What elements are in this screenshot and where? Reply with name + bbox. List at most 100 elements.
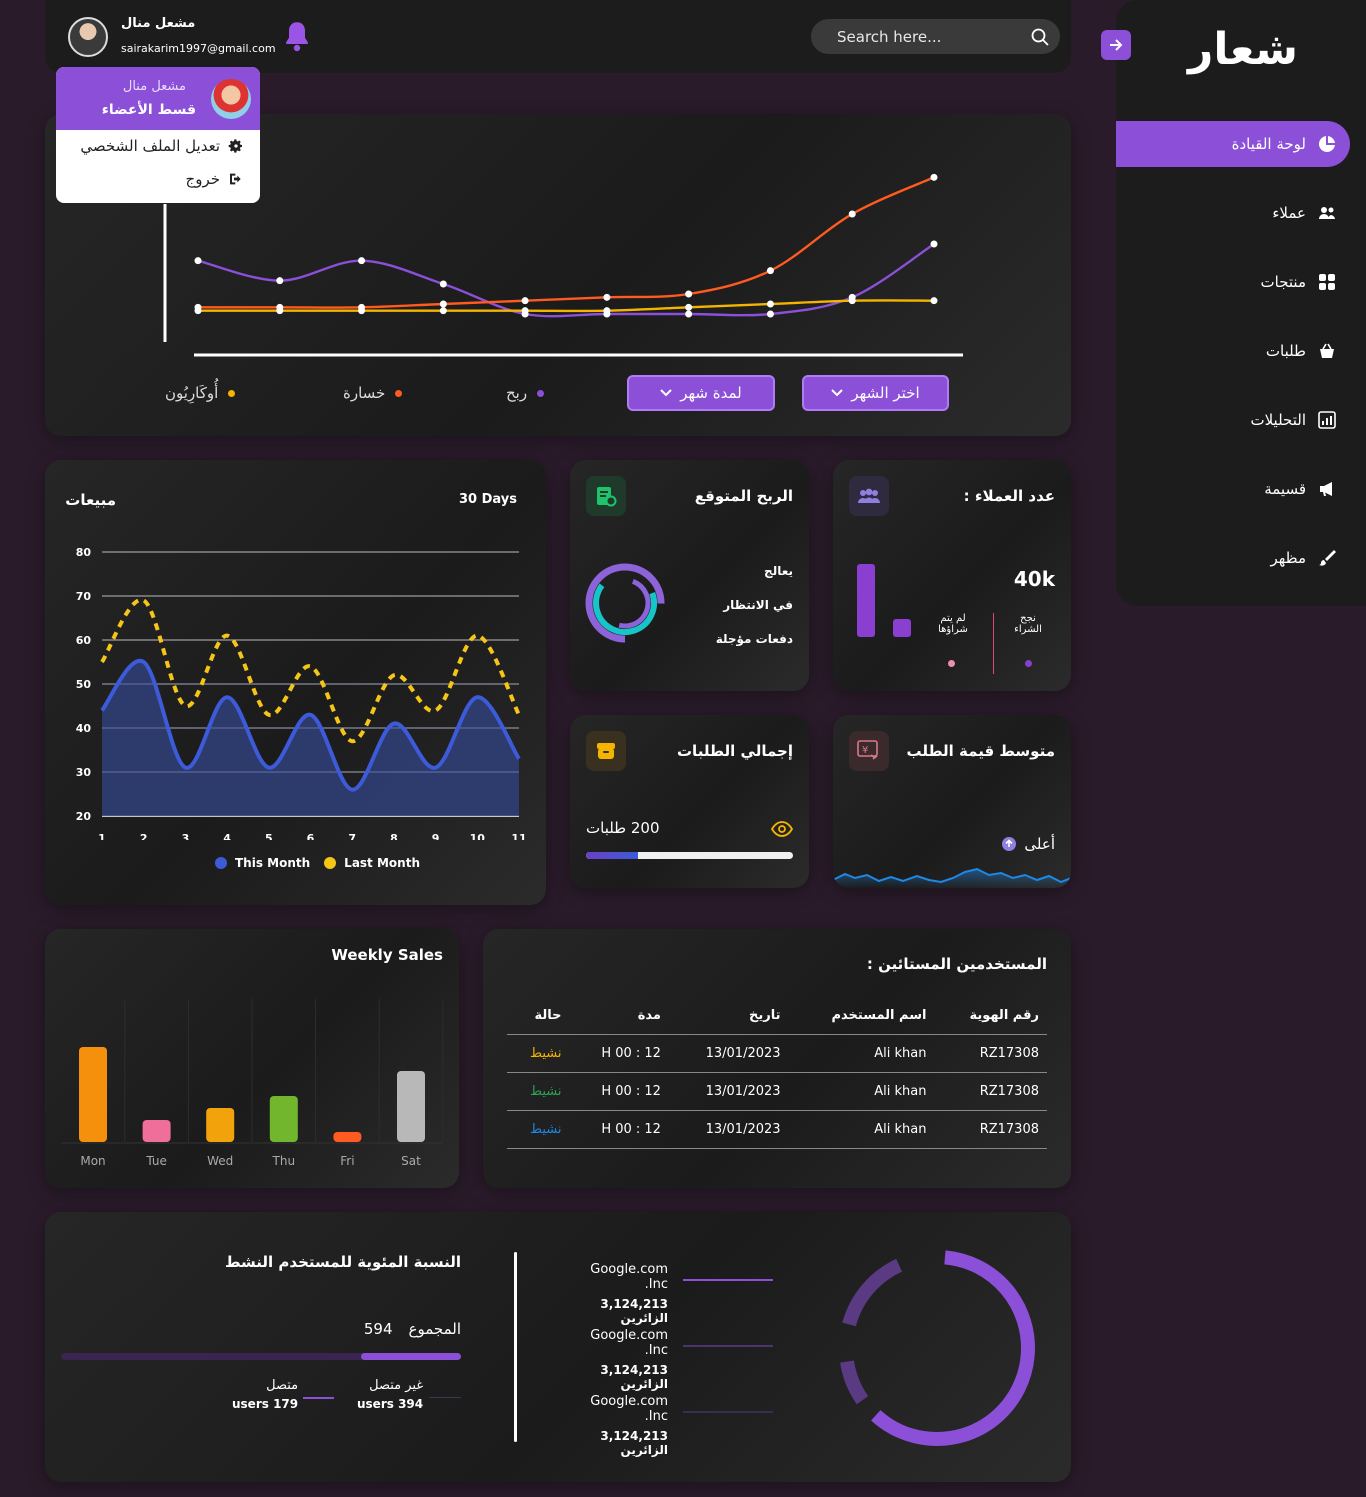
x-tick-label: 1 <box>98 832 106 840</box>
megaphone-icon <box>1320 482 1332 496</box>
sidebar-item-2[interactable]: منتجات <box>1261 262 1336 302</box>
profile-dropdown: مشعل منال قسط الأعضاء تعديل الملف الشخصي… <box>56 67 260 203</box>
collapse-sidebar-button[interactable] <box>1101 30 1131 60</box>
column-header-1: اسم المستخدم <box>788 997 935 1035</box>
cell-date: 13/01/2023 <box>668 1110 789 1149</box>
select-month-dropdown[interactable]: اختر الشهر <box>802 375 949 411</box>
weekly-sales-bar-chart: Mon Tue Wed Thu Fri Sat <box>61 999 444 1168</box>
cell-id: RZ17308 <box>934 1034 1047 1073</box>
x-tick-label: 10 <box>470 832 486 840</box>
sidebar-item-label: مظهر <box>1270 549 1306 567</box>
eye-icon[interactable] <box>771 821 793 837</box>
y-tick-label: 50 <box>76 678 92 691</box>
x-tick-label: 7 <box>348 832 356 840</box>
sales-legend: This Month Last Month <box>215 856 420 870</box>
orders-progress-bar <box>586 852 793 859</box>
data-point-0-1 <box>276 277 284 285</box>
x-tick-label: Tue <box>145 1154 167 1168</box>
cell-date: 13/01/2023 <box>668 1034 789 1073</box>
data-point-1-8 <box>848 210 856 218</box>
this-month-area <box>102 660 519 816</box>
y-tick-label: 20 <box>76 810 92 823</box>
period-label: لمدة شهر <box>680 384 742 402</box>
table-row[interactable]: RZ17308 Ali khan 13/01/2023 H 00 : 12 نشيط <box>507 1110 1047 1149</box>
series-line-2 <box>198 299 935 313</box>
sidebar-item-label: عملاء <box>1272 204 1306 222</box>
column-header-0: رقم الهوية <box>934 997 1047 1035</box>
profit-line-2: في الانتظار <box>723 598 793 612</box>
data-point-2-5 <box>603 307 611 315</box>
orders-count: 200 طلبات <box>586 819 660 837</box>
dropdown-user-role: قسط الأعضاء <box>101 102 196 118</box>
online-value: 179 users <box>232 1397 299 1411</box>
avg-order-sparkline <box>833 867 1071 888</box>
sidebar-item-1[interactable]: عملاء <box>1272 193 1336 233</box>
cell-duration: H 00 : 12 <box>569 1034 669 1073</box>
total-orders-card: إجمالي الطلبات 200 طلبات <box>570 715 809 888</box>
data-point-0-7 <box>766 310 774 318</box>
cell-duration: H 00 : 12 <box>569 1072 669 1111</box>
cell-status: نشيط <box>507 1034 570 1073</box>
period-dropdown[interactable]: لمدة شهر <box>627 375 775 411</box>
dropdown-header: مشعل منال قسط الأعضاء <box>56 67 260 130</box>
edit-profile-label: تعديل الملف الشخصي <box>80 137 220 155</box>
logo: شعار <box>1188 24 1298 75</box>
table-row[interactable]: RZ17308 Ali khan 13/01/2023 H 00 : 12 نشيط <box>507 1072 1047 1111</box>
x-tick-label: 5 <box>265 832 273 840</box>
x-tick-label: Wed <box>207 1154 233 1168</box>
not-bought-label: لم يتم شراؤها <box>938 613 968 635</box>
table-body: RZ17308 Ali khan 13/01/2023 H 00 : 12 نشيط RZ… <box>507 1034 1047 1149</box>
edit-profile-menu-item[interactable]: تعديل الملف الشخصي <box>80 137 244 155</box>
bar-wed[interactable] <box>206 1108 235 1142</box>
sales-chart-card: مبيعات 30 Days 20 30 40 50 60 70 80 1 2 3 4 5 6 7 8 9 10… <box>45 460 546 905</box>
sidebar-item-4[interactable]: التحليلات <box>1250 400 1336 440</box>
online-line <box>303 1397 334 1399</box>
online-stat: متصل 179 users <box>232 1378 298 1411</box>
data-point-1-9 <box>930 173 938 181</box>
avg-order-title: متوسط قيمة الطلب <box>906 742 1055 760</box>
sidebar-item-3[interactable]: طلبات <box>1266 331 1336 371</box>
offline-label: غير متصل <box>369 1378 424 1393</box>
total-row: المجموع 594 <box>364 1320 461 1338</box>
bar-sat[interactable] <box>397 1071 425 1142</box>
source-item: Google.com .Inc 3,124,213 الزائرين <box>568 1328 668 1391</box>
legend-profit-label: ربح <box>506 384 528 402</box>
trend-label: أعلى <box>1024 835 1055 853</box>
sidebar-item-6[interactable]: مظهر <box>1270 538 1336 578</box>
profit-loss-chart <box>163 173 963 357</box>
active-users-title: النسبة المئوية للمستخدم النشط <box>224 1253 461 1271</box>
bar-fri[interactable] <box>333 1132 362 1142</box>
cell-name: Ali khan <box>788 1034 935 1073</box>
search-input[interactable] <box>837 19 1027 54</box>
this-month-line <box>100 658 521 792</box>
x-tick-label: 4 <box>223 832 231 840</box>
bar-thu[interactable] <box>269 1096 298 1142</box>
avatar[interactable] <box>68 17 108 57</box>
active-users-card: النسبة المئوية للمستخدم النشط المجموع 59… <box>45 1212 1071 1482</box>
expected-profit-card: الربح المتوقع يعالج في الانتظار دفعات مؤ… <box>570 460 809 691</box>
sidebar-item-label: منتجات <box>1260 273 1306 291</box>
source-name: Google.com .Inc <box>590 1394 668 1424</box>
dissatisfied-users-card: المستخدمين المستائين : رقم الهوية اسم الم… <box>483 929 1071 1188</box>
sidebar-item-5[interactable]: قسيمة <box>1264 469 1336 509</box>
y-tick-label: 80 <box>76 546 92 559</box>
profit-line-1: يعالج <box>764 564 793 578</box>
legend-aquarius-label: أُوكَارِيُون <box>165 384 219 402</box>
avatar <box>211 79 251 119</box>
vertical-divider <box>514 1252 517 1442</box>
bell-icon[interactable] <box>283 20 311 52</box>
x-tick-label: 6 <box>307 832 315 840</box>
bought-dot <box>1025 660 1032 667</box>
header-user-name: مشعل منال <box>121 16 196 31</box>
sidebar-item-label: لوحة القيادة <box>1231 135 1306 153</box>
bought-bar <box>857 564 875 637</box>
search-icon[interactable] <box>1030 27 1050 47</box>
cell-id: RZ17308 <box>934 1072 1047 1111</box>
table-row[interactable]: RZ17308 Ali khan 13/01/2023 H 00 : 12 نشيط <box>507 1034 1047 1073</box>
sidebar-item-0[interactable]: لوحة القيادة <box>1232 124 1336 164</box>
x-tick-label: 9 <box>432 832 440 840</box>
legend-loss-label: خسارة <box>343 384 386 402</box>
bar-mon[interactable] <box>79 1047 107 1142</box>
logout-menu-item[interactable]: خروج <box>186 170 244 188</box>
bar-tue[interactable] <box>142 1120 171 1142</box>
